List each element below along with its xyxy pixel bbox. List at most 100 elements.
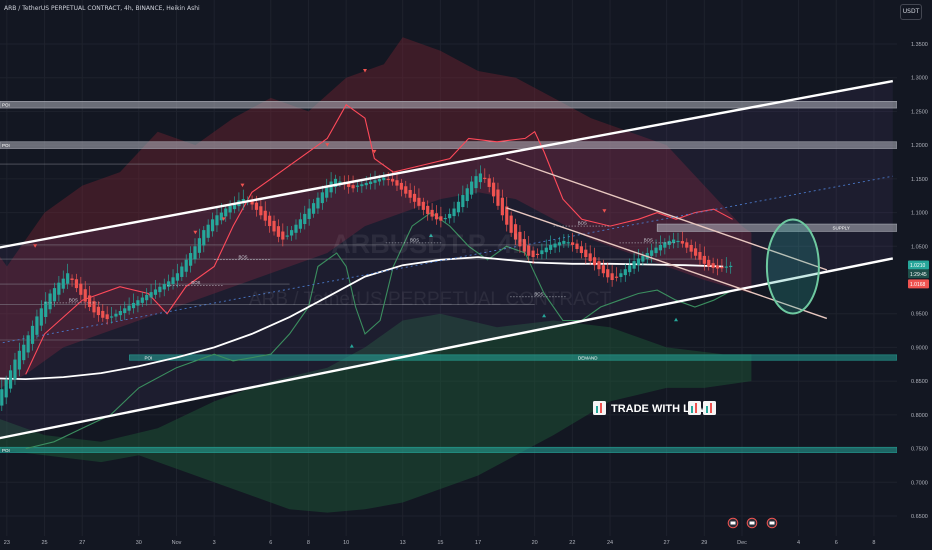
chart-emoji-bar <box>710 403 712 413</box>
currency-button[interactable]: USDT <box>900 4 922 20</box>
candle <box>228 205 232 213</box>
candle <box>531 250 535 258</box>
y-tick-label: 1.0500 <box>911 244 928 250</box>
candle <box>470 181 474 195</box>
candle <box>663 242 667 248</box>
y-tick-label: 1.3500 <box>911 42 928 48</box>
zone-poi <box>0 446 898 453</box>
candle <box>724 266 728 268</box>
candle <box>193 246 197 260</box>
candle <box>224 208 228 217</box>
bos-label: BOS <box>644 237 653 242</box>
time-axis-bg <box>0 536 932 550</box>
candle <box>557 242 562 246</box>
y-tick-label: 0.8500 <box>911 379 928 385</box>
candle <box>373 180 377 183</box>
sell-signal-icon <box>240 183 245 188</box>
candle <box>8 370 13 389</box>
candle <box>360 184 364 187</box>
candle <box>571 242 575 245</box>
candle <box>311 203 316 214</box>
banner-text: TRADE WITH LOVE <box>611 403 713 415</box>
candle <box>505 206 509 225</box>
x-tick-label: Nov <box>172 540 182 546</box>
zone-poi <box>0 141 898 149</box>
candle <box>338 181 342 183</box>
candle <box>149 292 153 298</box>
candle <box>289 230 294 236</box>
event-flag <box>769 521 775 525</box>
candle <box>26 335 30 353</box>
event-flag <box>749 521 755 525</box>
zone-label: POI <box>2 448 10 453</box>
candle <box>487 178 491 187</box>
bos-label: BOS <box>191 280 200 285</box>
chart-title: ARB / TetherUS PERPETUAL CONTRACT, 4h, B… <box>4 5 200 12</box>
candle <box>386 178 390 181</box>
chart-emoji-bar <box>706 406 708 413</box>
candle <box>307 208 311 219</box>
y-tick-label: 0.7500 <box>911 447 928 453</box>
candle <box>298 219 302 229</box>
candle <box>654 247 658 254</box>
chart-emoji-bar <box>695 403 697 413</box>
watermark-symbol: ARBUSDT.P, 4h <box>331 229 529 259</box>
candle <box>390 178 395 182</box>
chart-emoji-bar <box>600 403 602 413</box>
y-tick-label: 1.2000 <box>911 143 928 149</box>
candle <box>496 189 500 206</box>
supply-cloud <box>0 37 752 389</box>
candle <box>109 316 114 318</box>
zone-label: SUPPLY <box>832 226 849 231</box>
rising-channel-upper <box>0 79 894 249</box>
candle <box>500 197 504 216</box>
candle <box>369 181 373 185</box>
candle <box>443 217 447 220</box>
candle <box>268 215 272 227</box>
candle <box>123 308 127 314</box>
candle <box>601 265 605 274</box>
lower-envelope <box>25 211 733 450</box>
candle <box>303 213 307 225</box>
grid <box>0 0 897 536</box>
y-tick-label: 1.2500 <box>911 109 928 115</box>
candle <box>667 240 671 245</box>
zone-label: POI <box>144 356 152 361</box>
falling-channel-upper <box>506 157 828 271</box>
x-tick-label: 10 <box>343 540 349 546</box>
x-tick-label: 6 <box>269 540 272 546</box>
candle <box>13 359 17 380</box>
candle <box>276 226 281 237</box>
sell-signal-icon <box>193 230 198 235</box>
y-tick-label: 0.9500 <box>911 312 928 318</box>
candle <box>513 224 518 240</box>
candle <box>48 293 52 310</box>
candle <box>136 300 140 306</box>
candle <box>197 238 201 253</box>
candle <box>285 235 289 237</box>
candle <box>96 306 100 316</box>
chart-emoji-bar <box>691 406 693 413</box>
sell-signal-icon <box>372 149 377 154</box>
candle <box>672 239 676 243</box>
candle <box>232 203 237 210</box>
candle <box>606 269 610 278</box>
price-tag-low <box>908 279 929 289</box>
candle <box>281 231 285 240</box>
candle <box>325 186 329 198</box>
candle <box>452 208 456 217</box>
event-flag <box>730 521 736 525</box>
candle <box>127 305 131 311</box>
x-tick-label: 8 <box>872 540 875 546</box>
x-tick-label: 3 <box>213 540 216 546</box>
candle <box>553 243 557 248</box>
candle <box>333 178 338 187</box>
candle <box>729 265 733 268</box>
buy-signal-icon <box>349 344 354 348</box>
candle <box>417 197 421 206</box>
candle <box>614 276 619 278</box>
candle <box>579 246 583 254</box>
candle <box>478 173 483 183</box>
candle <box>448 213 452 219</box>
